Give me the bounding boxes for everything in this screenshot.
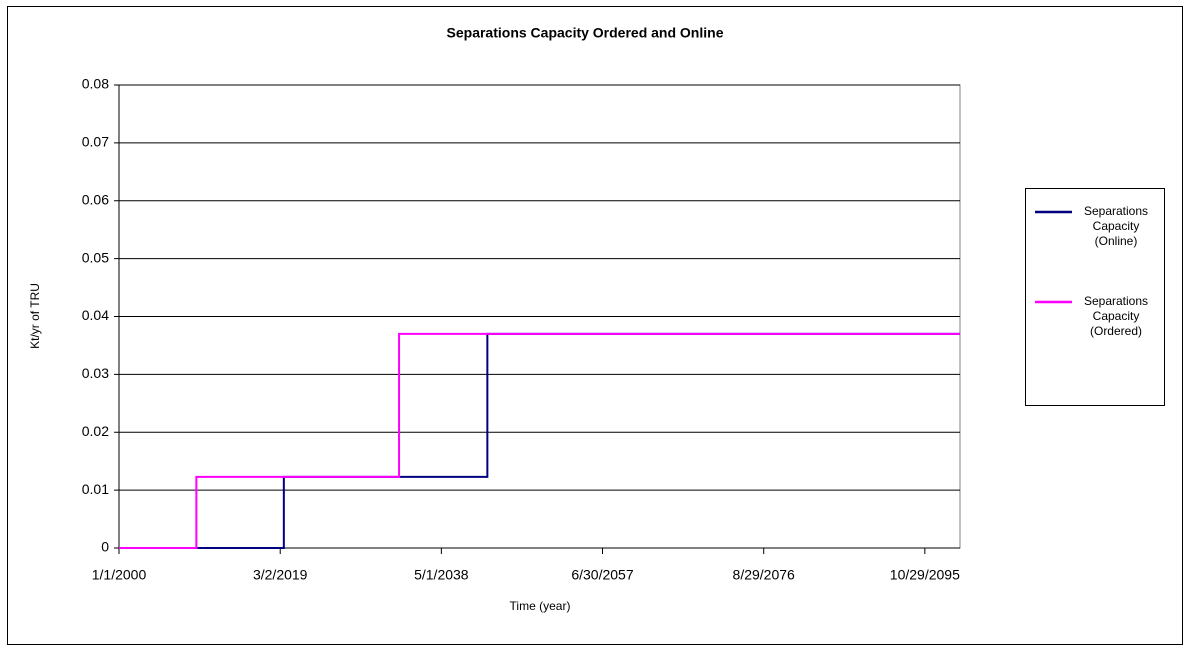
x-tick-label: 10/29/2095 <box>890 567 960 583</box>
legend-label: Separations Capacity (Online) <box>1083 204 1149 248</box>
chart-title: Separations Capacity Ordered and Online <box>447 25 724 41</box>
series-line <box>119 332 960 549</box>
x-axis-label: Time (year) <box>510 599 571 613</box>
x-tick-label: 6/30/2057 <box>571 567 633 583</box>
x-tick-label: 3/2/2019 <box>253 567 308 583</box>
y-tick-label: 0.05 <box>82 249 109 265</box>
legend-label: Separations Capacity (Ordered) <box>1083 294 1149 338</box>
y-axis-label: Kt/yr of TRU <box>28 283 42 349</box>
x-tick-label: 5/1/2038 <box>414 567 469 583</box>
x-tick-label: 1/1/2000 <box>92 567 147 583</box>
y-tick-label: 0.07 <box>82 134 109 150</box>
legend <box>1025 188 1165 406</box>
y-tick-label: 0.03 <box>82 365 109 381</box>
y-tick-label: 0.01 <box>82 481 109 497</box>
y-tick-label: 0 <box>101 539 109 555</box>
x-tick-label: 8/29/2076 <box>733 567 795 583</box>
y-tick-label: 0.06 <box>82 191 109 207</box>
y-tick-label: 0.08 <box>82 76 109 92</box>
legend-entry: Separations Capacity (Ordered) <box>1083 294 1149 338</box>
y-tick-label: 0.04 <box>82 307 109 323</box>
y-tick-label: 0.02 <box>82 423 109 439</box>
legend-entry: Separations Capacity (Online) <box>1083 204 1149 248</box>
